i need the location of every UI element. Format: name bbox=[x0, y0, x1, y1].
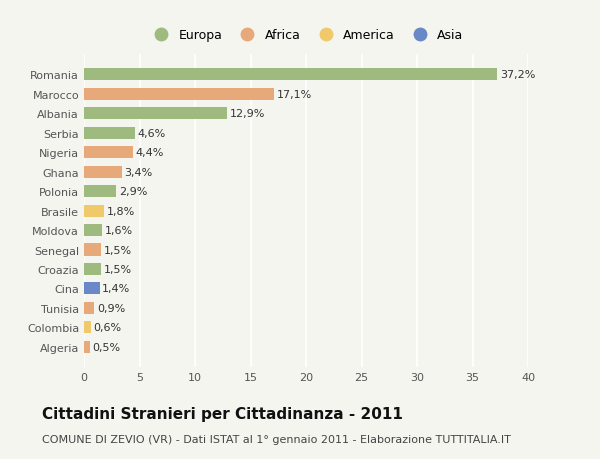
Text: 37,2%: 37,2% bbox=[500, 70, 535, 80]
Text: 4,6%: 4,6% bbox=[138, 129, 166, 139]
Text: 1,6%: 1,6% bbox=[104, 225, 133, 235]
Bar bbox=[84, 322, 91, 334]
Bar bbox=[84, 205, 104, 217]
Text: COMUNE DI ZEVIO (VR) - Dati ISTAT al 1° gennaio 2011 - Elaborazione TUTTITALIA.I: COMUNE DI ZEVIO (VR) - Dati ISTAT al 1° … bbox=[42, 434, 511, 444]
Bar bbox=[84, 302, 94, 314]
Text: 0,9%: 0,9% bbox=[97, 303, 125, 313]
Text: 0,5%: 0,5% bbox=[92, 342, 121, 352]
Bar bbox=[84, 341, 89, 353]
Bar bbox=[84, 89, 274, 101]
Bar bbox=[84, 283, 100, 295]
Text: Cittadini Stranieri per Cittadinanza - 2011: Cittadini Stranieri per Cittadinanza - 2… bbox=[42, 406, 403, 421]
Text: 1,5%: 1,5% bbox=[103, 264, 131, 274]
Legend: Europa, Africa, America, Asia: Europa, Africa, America, Asia bbox=[143, 24, 469, 47]
Text: 2,9%: 2,9% bbox=[119, 187, 148, 197]
Text: 3,4%: 3,4% bbox=[125, 168, 153, 177]
Bar bbox=[84, 244, 101, 256]
Text: 17,1%: 17,1% bbox=[277, 90, 312, 100]
Text: 1,4%: 1,4% bbox=[103, 284, 131, 294]
Bar bbox=[84, 186, 116, 198]
Text: 12,9%: 12,9% bbox=[230, 109, 265, 119]
Bar bbox=[84, 108, 227, 120]
Bar bbox=[84, 224, 102, 236]
Text: 1,5%: 1,5% bbox=[103, 245, 131, 255]
Bar bbox=[84, 69, 497, 81]
Bar bbox=[84, 263, 101, 275]
Text: 4,4%: 4,4% bbox=[136, 148, 164, 158]
Bar bbox=[84, 128, 135, 140]
Text: 1,8%: 1,8% bbox=[107, 206, 135, 216]
Text: 0,6%: 0,6% bbox=[94, 323, 122, 333]
Bar bbox=[84, 166, 122, 179]
Bar bbox=[84, 147, 133, 159]
